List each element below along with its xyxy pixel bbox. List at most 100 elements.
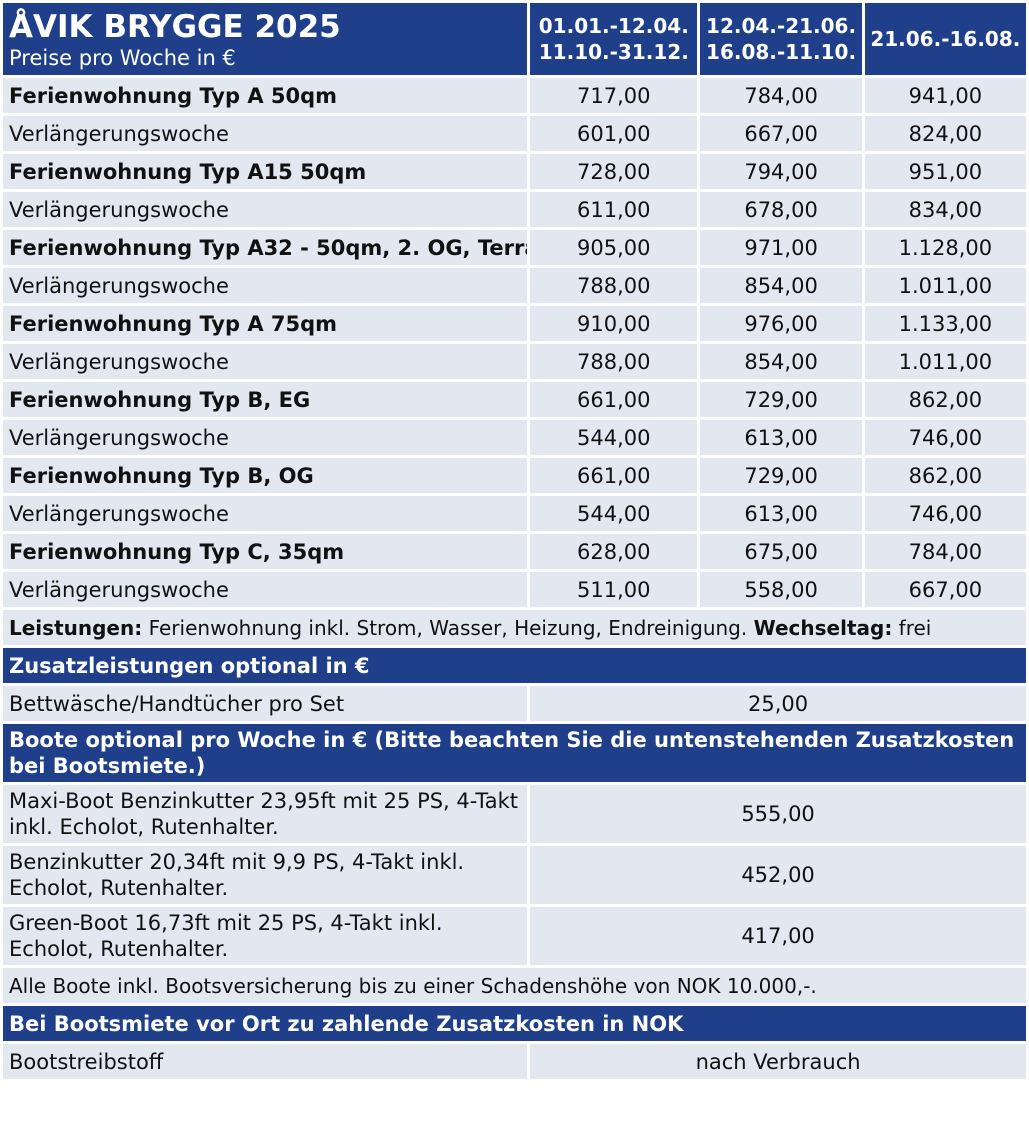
extension-price: 558,00 [700, 572, 862, 607]
apartment-price: 951,00 [864, 154, 1026, 189]
extension-label: Verlängerungswoche [3, 572, 528, 607]
local-costs-header-row: Bei Bootsmiete vor Ort zu zahlende Zusat… [3, 1006, 1026, 1041]
season-header-3: 21.06.-16.08. [864, 3, 1026, 75]
local-cost-row: Bootstreibstoff nach Verbrauch [3, 1044, 1026, 1079]
apartment-price: 862,00 [864, 382, 1026, 417]
apartment-price: 661,00 [530, 458, 698, 493]
boat-price: 555,00 [530, 785, 1026, 843]
season-3-line1: 21.06.-16.08. [870, 27, 1021, 51]
extras-header-row: Zusatzleistungen optional in € [3, 648, 1026, 683]
extension-price: 613,00 [700, 420, 862, 455]
apartment-price: 971,00 [700, 230, 862, 265]
extension-label: Verlängerungswoche [3, 496, 528, 531]
header-row: ÅVIK BRYGGE 2025 Preise pro Woche in € 0… [3, 3, 1026, 75]
extension-row: Verlängerungswoche 511,00 558,00 667,00 [3, 572, 1026, 607]
apartment-price: 784,00 [864, 534, 1026, 569]
apartment-price: 976,00 [700, 306, 862, 341]
apartment-price: 1.133,00 [864, 306, 1026, 341]
extension-label: Verlängerungswoche [3, 116, 528, 151]
services-row: Leistungen: Ferienwohnung inkl. Strom, W… [3, 610, 1026, 645]
apartment-row: Ferienwohnung Typ B, OG 661,00 729,00 862,0… [3, 458, 1026, 493]
extension-price: 1.011,00 [864, 268, 1026, 303]
extras-title: Zusatzleistungen optional in € [3, 648, 1026, 683]
season-2-line2: 16.08.-11.10. [706, 40, 857, 64]
extension-label: Verlängerungswoche [3, 268, 528, 303]
change-day-value: frei [898, 615, 932, 640]
extension-price: 824,00 [864, 116, 1026, 151]
services-cell: Leistungen: Ferienwohnung inkl. Strom, W… [3, 610, 1026, 645]
apartment-price: 941,00 [864, 78, 1026, 113]
local-cost-label: Bootstreibstoff [3, 1044, 528, 1079]
boat-row: Green-Boot 16,73ft mit 25 PS, 4-Takt ink… [3, 907, 1026, 965]
apartment-price: 729,00 [700, 382, 862, 417]
apartment-name: Ferienwohnung Typ A32 - 50qm, 2. OG, Ter… [3, 230, 528, 265]
boat-label: Benzinkutter 20,34ft mit 9,9 PS, 4-Takt … [3, 846, 528, 904]
boat-price: 452,00 [530, 846, 1026, 904]
extension-price: 854,00 [700, 268, 862, 303]
insurance-note: Alle Boote inkl. Bootsversicherung bis z… [3, 968, 1026, 1003]
apartment-row: Ferienwohnung Typ B, EG 661,00 729,00 862,0… [3, 382, 1026, 417]
apartment-name: Ferienwohnung Typ A15 50qm [3, 154, 528, 189]
extension-price: 667,00 [700, 116, 862, 151]
extension-label: Verlängerungswoche [3, 192, 528, 227]
extension-price: 834,00 [864, 192, 1026, 227]
page-subtitle: Preise pro Woche in € [9, 46, 236, 70]
apartment-price: 905,00 [530, 230, 698, 265]
apartment-name: Ferienwohnung Typ A 50qm [3, 78, 528, 113]
extension-row: Verlängerungswoche 544,00 613,00 746,00 [3, 420, 1026, 455]
season-header-2: 12.04.-21.06. 16.08.-11.10. [700, 3, 862, 75]
extension-price: 544,00 [530, 420, 698, 455]
season-2-line1: 12.04.-21.06. [706, 14, 857, 38]
apartment-price: 717,00 [530, 78, 698, 113]
apartment-price: 675,00 [700, 534, 862, 569]
apartment-name: Ferienwohnung Typ A 75qm [3, 306, 528, 341]
apartment-price: 794,00 [700, 154, 862, 189]
extension-price: 1.011,00 [864, 344, 1026, 379]
apartment-name: Ferienwohnung Typ B, EG [3, 382, 528, 417]
apartment-name: Ferienwohnung Typ C, 35qm [3, 534, 528, 569]
apartment-price: 862,00 [864, 458, 1026, 493]
extension-price: 613,00 [700, 496, 862, 531]
extension-price: 511,00 [530, 572, 698, 607]
extra-price: 25,00 [530, 686, 1026, 721]
apartment-row: Ferienwohnung Typ A32 - 50qm, 2. OG, Ter… [3, 230, 1026, 265]
apartment-name: Ferienwohnung Typ B, OG [3, 458, 528, 493]
apartment-price: 628,00 [530, 534, 698, 569]
extra-label: Bettwäsche/Handtücher pro Set [3, 686, 528, 721]
season-1-line2: 11.10.-31.12. [538, 40, 689, 64]
extension-price: 788,00 [530, 344, 698, 379]
apartment-row: Ferienwohnung Typ C, 35qm 628,00 675,00 784… [3, 534, 1026, 569]
extension-price: 788,00 [530, 268, 698, 303]
change-day-label: Wechseltag: [753, 615, 893, 640]
local-costs-title: Bei Bootsmiete vor Ort zu zahlende Zusat… [3, 1006, 1026, 1041]
extension-price: 544,00 [530, 496, 698, 531]
extension-price: 746,00 [864, 420, 1026, 455]
extension-label: Verlängerungswoche [3, 344, 528, 379]
apartment-row: Ferienwohnung Typ A 75qm 910,00 976,00 1.13… [3, 306, 1026, 341]
title-cell: ÅVIK BRYGGE 2025 Preise pro Woche in € [3, 3, 528, 75]
extension-row: Verlängerungswoche 788,00 854,00 1.011,00 [3, 344, 1026, 379]
extension-price: 667,00 [864, 572, 1026, 607]
apartment-price: 784,00 [700, 78, 862, 113]
apartment-row: Ferienwohnung Typ A 50qm 717,00 784,00 941,… [3, 78, 1026, 113]
extension-label: Verlängerungswoche [3, 420, 528, 455]
page-title: ÅVIK BRYGGE 2025 [9, 9, 341, 45]
boat-label: Green-Boot 16,73ft mit 25 PS, 4-Takt ink… [3, 907, 528, 965]
extension-row: Verlängerungswoche 611,00 678,00 834,00 [3, 192, 1026, 227]
boats-header-row: Boote optional pro Woche in € (Bitte bea… [3, 724, 1026, 782]
extension-price: 678,00 [700, 192, 862, 227]
boat-price: 417,00 [530, 907, 1026, 965]
apartment-row: Ferienwohnung Typ A15 50qm 728,00 794,00 95… [3, 154, 1026, 189]
extension-row: Verlängerungswoche 788,00 854,00 1.011,00 [3, 268, 1026, 303]
price-table: ÅVIK BRYGGE 2025 Preise pro Woche in € 0… [3, 3, 1026, 1079]
extension-row: Verlängerungswoche 601,00 667,00 824,00 [3, 116, 1026, 151]
local-cost-value: nach Verbrauch [530, 1044, 1026, 1079]
season-header-1: 01.01.-12.04. 11.10.-31.12. [530, 3, 698, 75]
boat-row: Maxi-Boot Benzinkutter 23,95ft mit 25 PS… [3, 785, 1026, 843]
extension-price: 601,00 [530, 116, 698, 151]
extension-row: Verlängerungswoche 544,00 613,00 746,00 [3, 496, 1026, 531]
apartment-price: 910,00 [530, 306, 698, 341]
services-text: Ferienwohnung inkl. Strom, Wasser, Heizu… [148, 615, 748, 640]
boat-label: Maxi-Boot Benzinkutter 23,95ft mit 25 PS… [3, 785, 528, 843]
